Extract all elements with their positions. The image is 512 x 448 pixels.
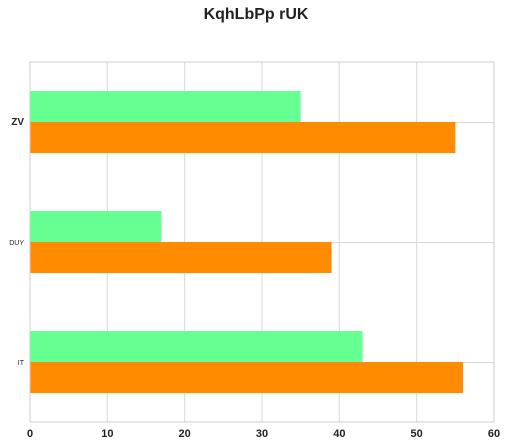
tick-labels: 0 10 20 30 40 50 60 ZV DUY IT [9,117,500,440]
y-tick-label-zv: ZV [11,117,24,128]
plot-frame [29,61,495,423]
bars [30,91,464,393]
chart-title: KqhLbPp rUK [203,6,309,23]
x-tick-label: 40 [333,428,345,440]
bar-duy-series-1 [30,211,162,242]
bar-it-series-2 [30,362,464,393]
bar-duy-series-2 [30,242,332,273]
x-tick-label: 10 [101,428,113,440]
x-tick-label: 60 [488,428,500,440]
x-tick-label: 20 [179,428,191,440]
bar-zv-series-2 [30,122,456,153]
x-tick-label: 30 [256,428,268,440]
bar-zv-series-1 [30,91,301,122]
plot-border [29,61,495,423]
bar-it-series-1 [30,331,363,362]
y-tick-label-duy: DUY [9,240,24,247]
y-tick-label-it: IT [18,360,25,367]
x-tick-label: 50 [411,428,423,440]
x-tick-label: 0 [27,428,33,440]
